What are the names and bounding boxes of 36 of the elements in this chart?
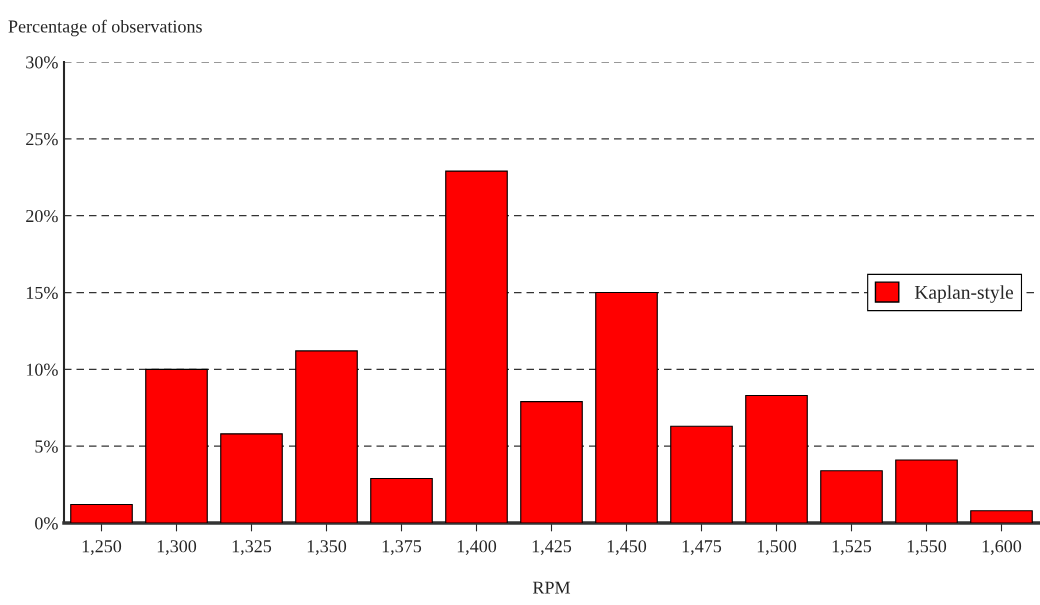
y-tick-label: 20%	[26, 209, 58, 223]
bar	[370, 477, 433, 523]
bar	[895, 459, 958, 523]
y-tick-label: 25%	[26, 133, 58, 146]
x-tick-label: 1,475	[682, 540, 722, 555]
x-axis-title: RPM	[532, 581, 571, 594]
bar	[820, 470, 883, 523]
bar	[970, 510, 1033, 523]
bar	[445, 170, 508, 523]
y-tick-label: 0%	[35, 517, 58, 530]
bar	[70, 504, 133, 523]
bar	[670, 425, 733, 523]
x-tick-label: 1,400	[457, 540, 497, 555]
x-tick-label: 1,600	[982, 540, 1022, 555]
x-tick-label: 1,325	[232, 540, 272, 555]
x-tick-label: 1,450	[607, 540, 647, 555]
y-tick-label: 10%	[26, 363, 58, 376]
legend-label: Kaplan-style	[914, 285, 1014, 303]
x-tick-label: 1,300	[157, 540, 197, 555]
bar	[745, 394, 808, 523]
y-tick-label: 5%	[35, 440, 58, 453]
bar	[595, 291, 658, 523]
y-tick-label: 30%	[26, 56, 58, 69]
x-tick-label: 1,500	[757, 540, 797, 555]
x-tick-label: 1,350	[307, 540, 347, 555]
y-axis-title: Percentage of observations	[8, 19, 202, 37]
bar	[295, 350, 358, 523]
bar	[145, 368, 208, 523]
bar	[520, 401, 583, 523]
x-tick-label: 1,550	[907, 540, 947, 555]
x-tick-label: 1,250	[82, 540, 122, 555]
x-tick-label: 1,375	[382, 540, 422, 555]
y-tick-label: 15%	[26, 286, 58, 299]
bar	[220, 433, 283, 523]
x-tick-label: 1,425	[532, 540, 572, 555]
x-tick-label: 1,525	[832, 540, 872, 555]
